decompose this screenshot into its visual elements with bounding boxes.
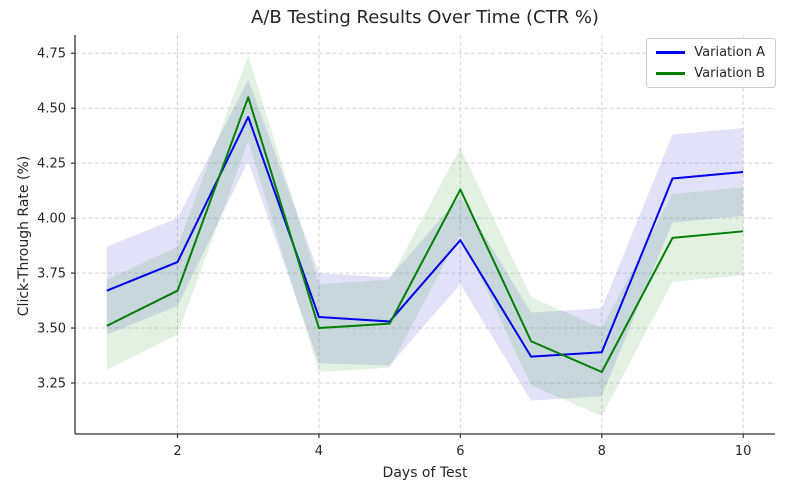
y-tick-label: 3.50 (37, 322, 66, 337)
y-tick-label: 3.25 (37, 376, 66, 391)
chart-title: A/B Testing Results Over Time (CTR %) (251, 7, 599, 28)
legend-item-variation-b: Variation B (656, 67, 765, 80)
confidence-band-variation-a (106, 79, 744, 401)
y-axis-label: Click-Through Rate (%) (16, 155, 32, 317)
y-tick-label: 4.50 (37, 102, 66, 117)
legend: Variation A Variation B (646, 38, 776, 88)
confidence-band-variation-b (106, 55, 744, 416)
legend-label-variation-a: Variation A (694, 45, 765, 60)
y-tick-label: 3.75 (37, 267, 66, 282)
x-tick-label: 8 (598, 444, 606, 459)
series-line-variation-b (106, 96, 744, 374)
series-line-variation-a (106, 115, 744, 358)
y-tick-label: 4.00 (37, 212, 66, 227)
x-tick-label: 4 (315, 444, 323, 459)
x-tick-label: 2 (173, 444, 181, 459)
x-tick-label: 10 (735, 444, 752, 459)
x-axis-label: Days of Test (382, 465, 468, 481)
x-tick-label: 6 (456, 444, 464, 459)
legend-item-variation-a: Variation A (656, 46, 765, 59)
legend-line-variation-a-icon (656, 51, 686, 54)
legend-line-variation-b-icon (656, 72, 686, 75)
y-tick-label: 4.25 (37, 157, 66, 172)
legend-label-variation-b: Variation B (694, 66, 765, 81)
y-tick-label: 4.75 (37, 47, 66, 62)
